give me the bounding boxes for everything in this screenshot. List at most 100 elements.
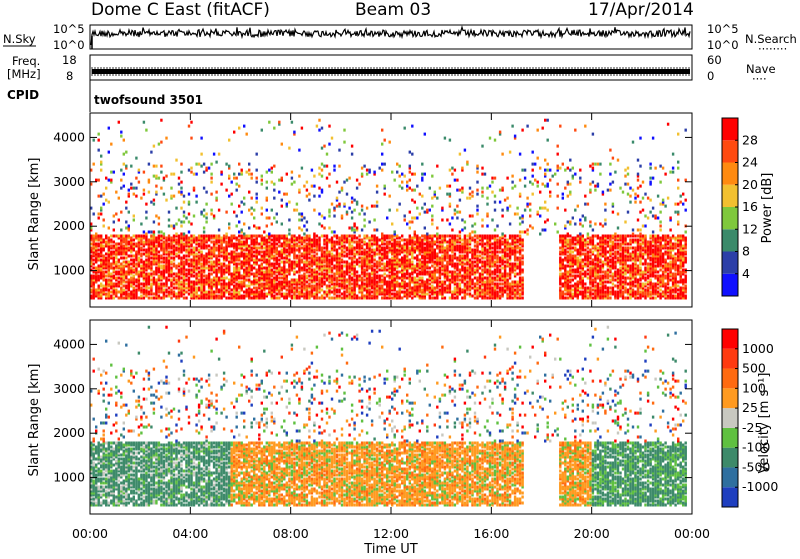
heatmap-cell bbox=[256, 197, 258, 200]
heatmap-cell bbox=[140, 295, 142, 298]
heatmap-cell bbox=[93, 213, 95, 216]
heatmap-cell bbox=[366, 273, 368, 276]
heatmap-cell bbox=[298, 245, 300, 248]
heatmap-cell bbox=[336, 197, 338, 200]
heatmap-cell bbox=[100, 259, 102, 262]
heatmap-cell bbox=[414, 217, 416, 220]
heatmap-cell bbox=[140, 197, 142, 200]
heatmap-cell bbox=[266, 209, 268, 212]
heatmap-cell bbox=[195, 237, 197, 240]
heatmap-cell bbox=[491, 235, 493, 238]
heatmap-cell bbox=[125, 227, 127, 230]
heatmap-cell bbox=[469, 187, 471, 190]
heatmap-cell bbox=[296, 279, 298, 282]
heatmap-cell bbox=[276, 297, 278, 300]
heatmap-cell bbox=[424, 173, 426, 176]
heatmap-cell bbox=[135, 263, 137, 266]
heatmap-cell bbox=[328, 209, 330, 212]
heatmap-cell bbox=[110, 235, 112, 238]
heatmap-cell bbox=[471, 191, 473, 194]
heatmap-cell bbox=[158, 275, 160, 278]
heatmap-cell bbox=[298, 291, 300, 294]
heatmap-cell bbox=[286, 173, 288, 176]
heatmap-cell bbox=[163, 177, 165, 180]
heatmap-cell bbox=[396, 209, 398, 212]
heatmap-cell bbox=[311, 169, 313, 172]
heatmap-cell bbox=[243, 253, 245, 256]
heatmap-cell bbox=[168, 287, 170, 290]
heatmap-cell bbox=[389, 141, 391, 144]
heatmap-cell bbox=[145, 233, 147, 236]
heatmap-cell bbox=[256, 235, 258, 238]
heatmap-cell bbox=[180, 277, 182, 280]
heatmap-cell bbox=[311, 239, 313, 242]
heatmap-cell bbox=[301, 267, 303, 270]
heatmap-cell bbox=[148, 287, 150, 290]
heatmap-cell bbox=[356, 187, 358, 190]
heatmap-cell bbox=[351, 245, 353, 248]
heatmap-cell bbox=[491, 219, 493, 222]
heatmap-cell bbox=[261, 251, 263, 254]
heatmap-cell bbox=[185, 279, 187, 282]
heatmap-cell bbox=[125, 151, 127, 154]
heatmap-cell bbox=[303, 217, 305, 220]
heatmap-cell bbox=[283, 257, 285, 260]
heatmap-cell bbox=[323, 281, 325, 284]
heatmap-cell bbox=[153, 199, 155, 202]
heatmap-cell bbox=[248, 173, 250, 176]
heatmap-cell bbox=[499, 283, 501, 286]
heatmap-cell bbox=[163, 233, 165, 236]
heatmap-cell bbox=[98, 249, 100, 252]
heatmap-cell bbox=[401, 245, 403, 248]
heatmap-cell bbox=[113, 241, 115, 244]
heatmap-cell bbox=[170, 237, 172, 240]
heatmap-cell bbox=[371, 277, 373, 280]
heatmap-cell bbox=[215, 269, 217, 272]
heatmap-cell bbox=[158, 177, 160, 180]
heatmap-cell bbox=[220, 255, 222, 258]
heatmap-cell bbox=[286, 255, 288, 258]
heatmap-cell bbox=[288, 147, 290, 150]
heatmap-cell bbox=[351, 153, 353, 156]
heatmap-cell bbox=[236, 215, 238, 218]
heatmap-cell bbox=[331, 237, 333, 240]
heatmap-cell bbox=[346, 279, 348, 282]
heatmap-cell bbox=[376, 253, 378, 256]
heatmap-cell bbox=[205, 213, 207, 216]
heatmap-cell bbox=[258, 265, 260, 268]
heatmap-cell bbox=[160, 261, 162, 264]
heatmap-cell bbox=[411, 277, 413, 280]
heatmap-cell bbox=[351, 217, 353, 220]
heatmap-cell bbox=[303, 245, 305, 248]
heatmap-cell bbox=[421, 261, 423, 264]
heatmap-cell bbox=[376, 205, 378, 208]
heatmap-cell bbox=[118, 271, 120, 274]
heatmap-cell bbox=[148, 297, 150, 300]
heatmap-cell bbox=[368, 289, 370, 292]
heatmap-cell bbox=[258, 235, 260, 238]
noise-tick-left-bottom: 10^0 bbox=[53, 38, 85, 52]
heatmap-cell bbox=[243, 223, 245, 226]
heatmap-cell bbox=[406, 283, 408, 286]
heatmap-cell bbox=[180, 233, 182, 236]
heatmap-cell bbox=[188, 263, 190, 266]
heatmap-cell bbox=[190, 249, 192, 252]
heatmap-cell bbox=[155, 165, 157, 168]
heatmap-cell bbox=[128, 247, 130, 250]
heatmap-cell bbox=[283, 261, 285, 264]
heatmap-cell bbox=[301, 247, 303, 250]
heatmap-cell bbox=[105, 253, 107, 256]
heatmap-cell bbox=[165, 199, 167, 202]
heatmap-cell bbox=[431, 197, 433, 200]
heatmap-cell bbox=[381, 297, 383, 300]
heatmap-cell bbox=[246, 235, 248, 238]
heatmap-cell bbox=[225, 277, 227, 280]
heatmap-cell bbox=[431, 223, 433, 226]
heatmap-cell bbox=[241, 169, 243, 172]
heatmap-cell bbox=[243, 241, 245, 244]
heatmap-cell bbox=[411, 153, 413, 156]
heatmap-cell bbox=[198, 249, 200, 252]
heatmap-cell bbox=[231, 235, 233, 238]
heatmap-cell bbox=[446, 219, 448, 222]
heatmap-cell bbox=[153, 231, 155, 234]
